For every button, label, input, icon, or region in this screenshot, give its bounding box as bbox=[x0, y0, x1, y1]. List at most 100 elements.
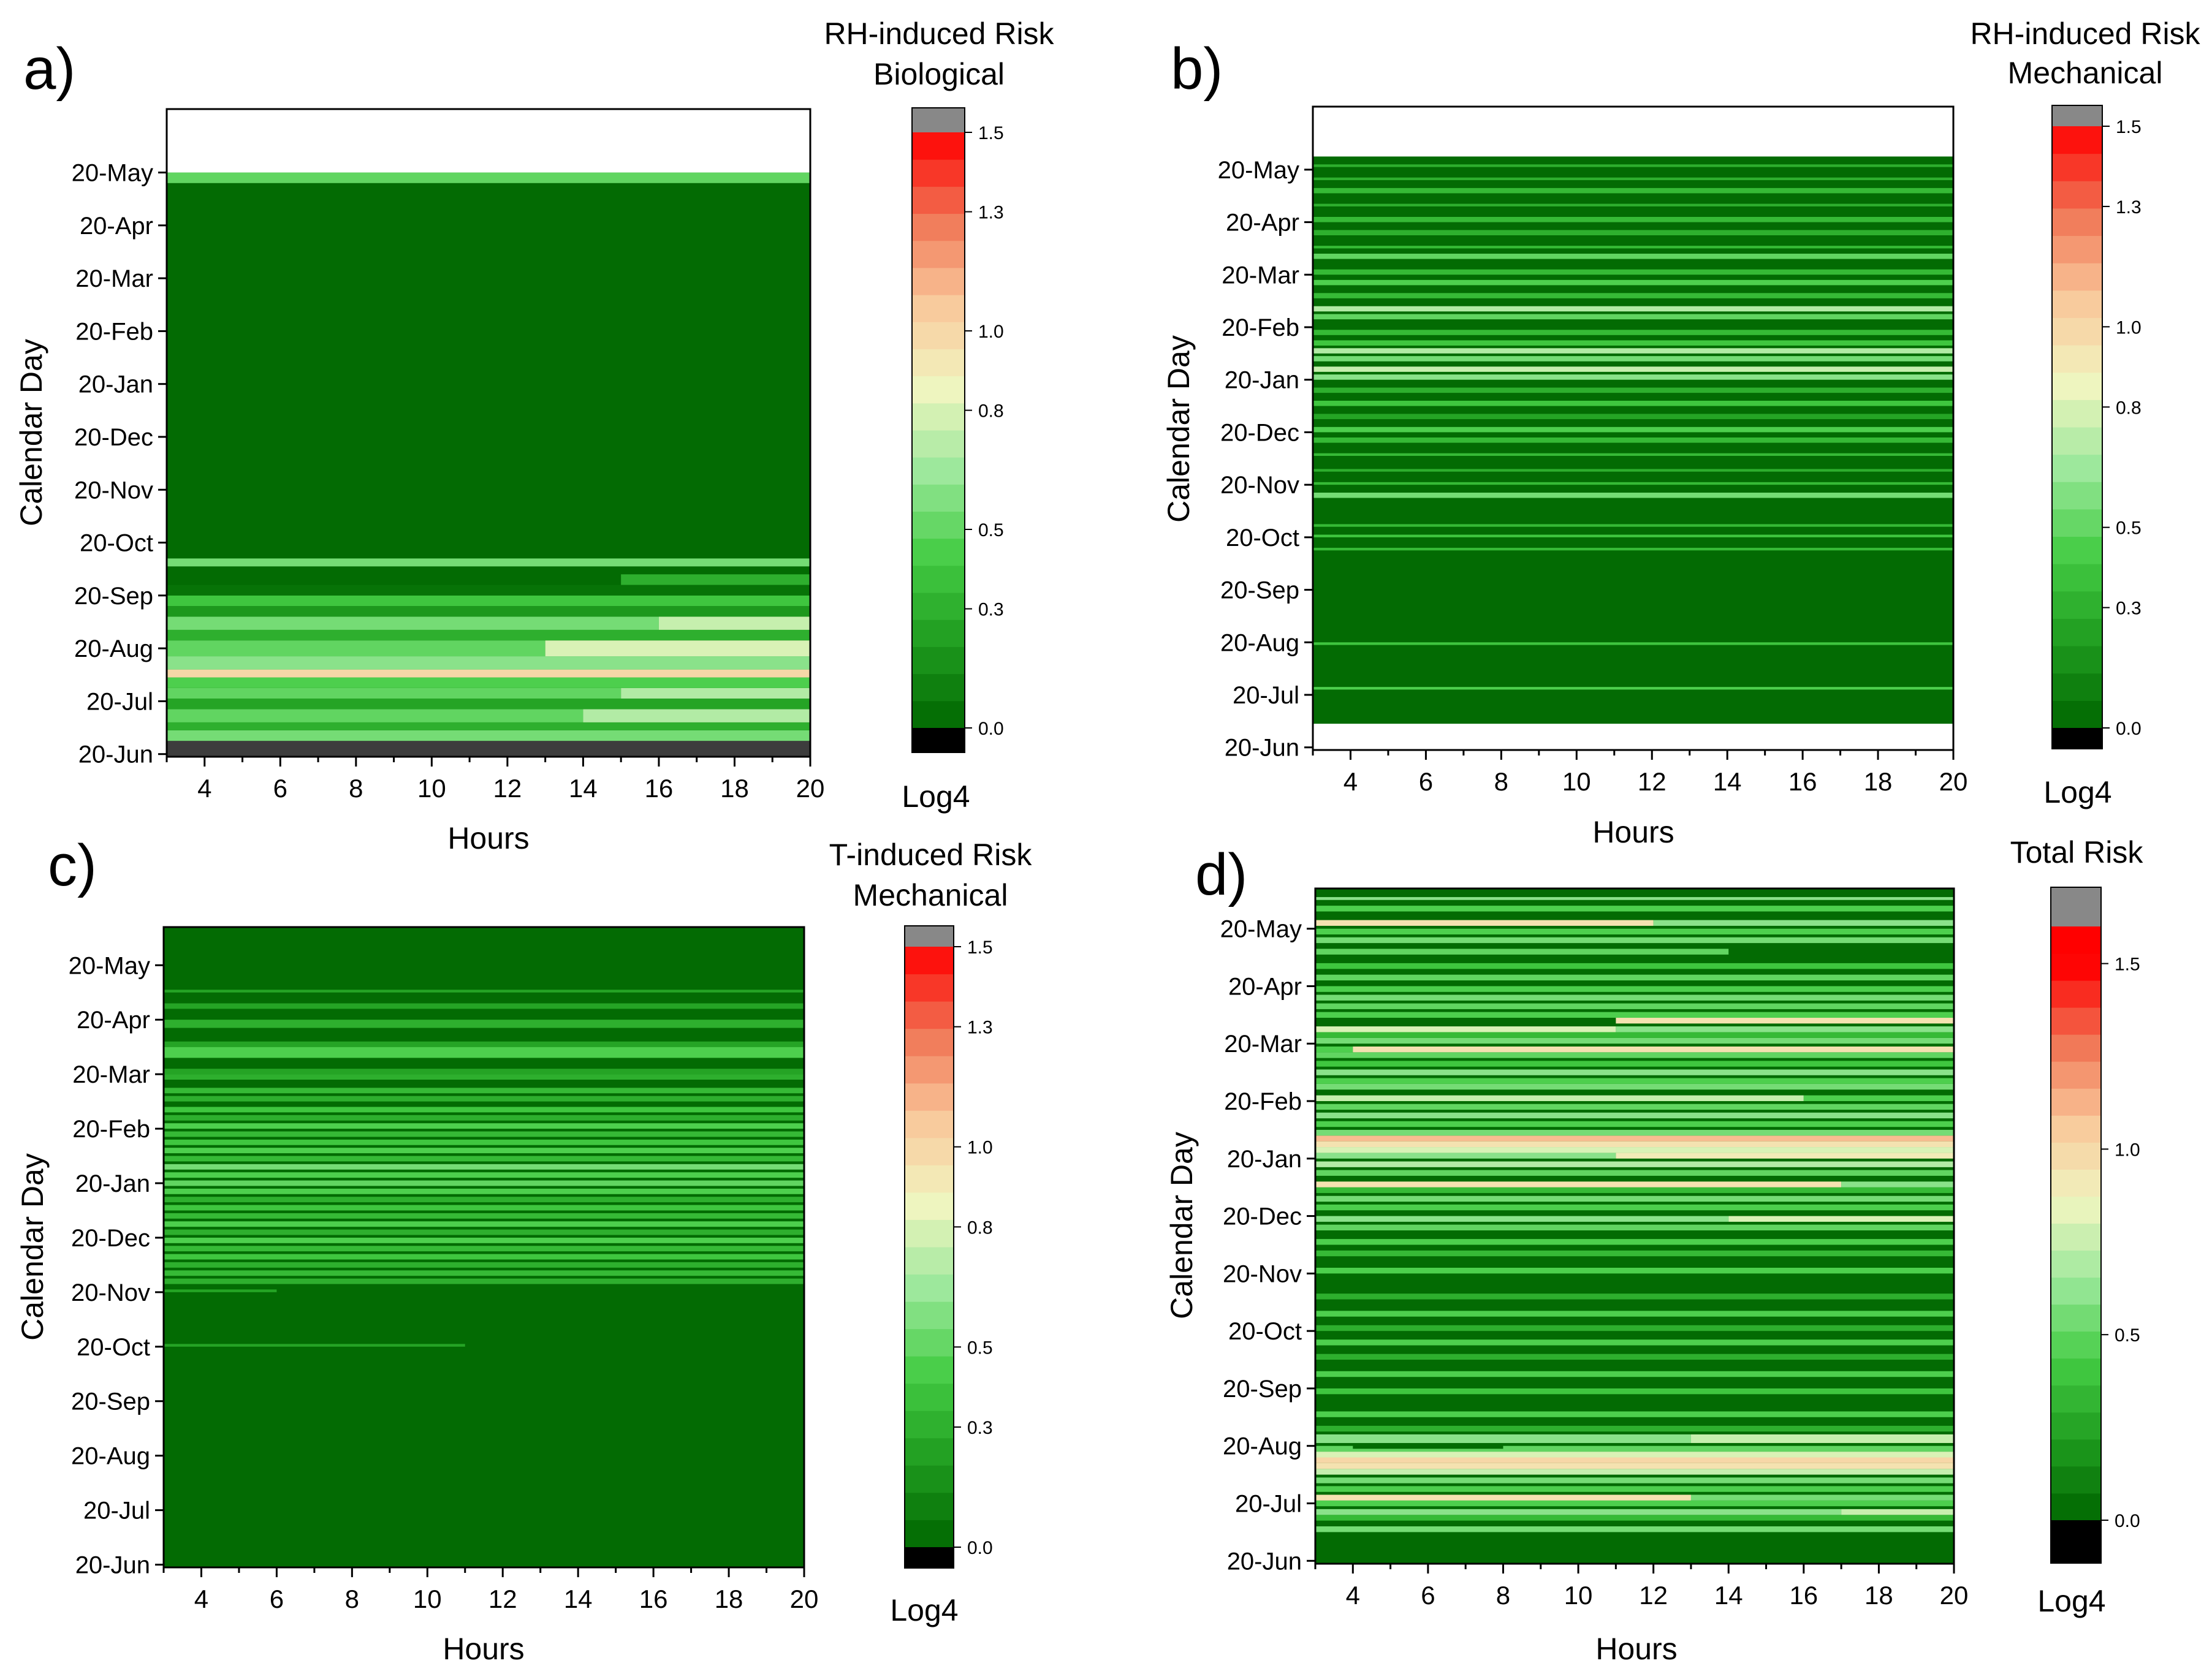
heatmap-cell bbox=[167, 687, 621, 699]
y-tick-label: 20-Sep bbox=[74, 583, 153, 610]
colorbar-swatch bbox=[912, 267, 965, 295]
heatmap-cell bbox=[1315, 1104, 1954, 1110]
x-axis: 4 6 8 10 12 14 16 18 20 bbox=[1314, 1564, 1968, 1610]
heatmap-cell bbox=[1315, 1250, 1954, 1257]
y-tick-label: 20-Jul bbox=[1233, 682, 1299, 709]
heatmap-cell bbox=[167, 730, 810, 741]
colorbar-unit-label: Log4 bbox=[2043, 775, 2111, 809]
y-tick-label: 20-Nov bbox=[71, 1279, 150, 1306]
heatmap-area bbox=[165, 108, 811, 758]
heatmap-cell bbox=[1313, 493, 1953, 498]
y-axis: 20-Jun 20-Jul 20-Aug 20-Sep 20-Oct 20-Nov 20-D… bbox=[1218, 157, 1313, 762]
colorbar-swatch bbox=[2052, 673, 2102, 701]
x-tick-label: 10 bbox=[1562, 767, 1591, 796]
y-tick-label: 20-Jun bbox=[1227, 1548, 1302, 1575]
heatmap-cell bbox=[1728, 1216, 1954, 1222]
heatmap-cell bbox=[1315, 1371, 1954, 1377]
heatmap-cell bbox=[1315, 1339, 1954, 1346]
colorbar-swatch bbox=[2052, 618, 2102, 646]
heatmap-cell bbox=[164, 1180, 804, 1186]
colorbar-swatch bbox=[2052, 591, 2102, 619]
heatmap-cell bbox=[1315, 1129, 1954, 1136]
heatmap-cell bbox=[1315, 1012, 1954, 1018]
x-tick-label: 8 bbox=[1494, 767, 1508, 796]
colorbar-swatch bbox=[905, 1219, 954, 1248]
colorbar-swatch bbox=[2052, 454, 2102, 482]
heatmap-cell bbox=[167, 629, 810, 641]
y-tick-label: 20-Jun bbox=[78, 741, 153, 768]
y-tick-label: 20-Dec bbox=[71, 1225, 150, 1252]
heatmap-cell bbox=[164, 1221, 804, 1227]
heatmap-cell bbox=[1313, 366, 1953, 372]
heatmap-cell bbox=[1313, 356, 1953, 362]
colorbar-tick-label: 0.5 bbox=[967, 1338, 993, 1358]
heatmap-cell bbox=[164, 1278, 804, 1284]
panel-a: a) RH-induced Risk Biological 20-Jun20-J… bbox=[14, 17, 1055, 855]
heatmap-cell bbox=[167, 616, 659, 630]
colorbar-unit-label: Log4 bbox=[890, 1593, 958, 1627]
panel-d: d) Total Risk 20-Jun20-Jul20-Aug20-Sep20… bbox=[1165, 835, 2143, 1666]
heatmap-cell bbox=[1313, 340, 1953, 346]
heatmap-cell bbox=[1841, 1181, 1954, 1187]
heatmap-cell bbox=[1315, 1445, 1954, 1452]
heatmap-cell bbox=[164, 1096, 804, 1102]
y-axis-title: Calendar Day bbox=[1161, 335, 1196, 523]
colorbar-title-line: RH-induced Risk bbox=[1970, 17, 2200, 51]
panel-letter: a) bbox=[23, 36, 75, 102]
heatmap-cell bbox=[1315, 1354, 1954, 1360]
colorbar-tick-label: 0.5 bbox=[2116, 518, 2142, 539]
colorbar-swatch bbox=[905, 1001, 954, 1029]
heatmap-cell bbox=[1315, 986, 1954, 992]
plot-frame bbox=[1314, 887, 1955, 1565]
y-tick-label: 20-Apr bbox=[77, 1007, 150, 1034]
heatmap-cell bbox=[1313, 293, 1953, 298]
colorbar-swatch bbox=[912, 132, 965, 160]
heatmap-cell bbox=[1313, 548, 1953, 551]
y-tick-label: 20-Jul bbox=[1235, 1491, 1302, 1518]
colorbar-swatch bbox=[2052, 482, 2102, 510]
y-tick-label: 20-Sep bbox=[1220, 577, 1299, 604]
colorbar-swatch bbox=[2052, 317, 2102, 346]
heatmap-cell bbox=[1315, 1457, 1954, 1463]
colorbar-frame bbox=[904, 925, 954, 1569]
colorbar-under-swatch bbox=[2052, 728, 2102, 749]
y-axis: 20-Jun 20-Jul 20-Aug 20-Sep 20-Oct 20-Nov 20-D… bbox=[72, 160, 167, 768]
heatmap-cell bbox=[1315, 897, 1954, 900]
colorbar-swatch bbox=[2051, 1196, 2101, 1224]
x-tick-label: 8 bbox=[345, 1585, 359, 1613]
heatmap-cell bbox=[1315, 1026, 1616, 1032]
colorbar-tick-label: 0.3 bbox=[2116, 599, 2142, 619]
colorbar-swatch bbox=[912, 593, 965, 620]
y-tick-label: 20-Jul bbox=[83, 1498, 150, 1524]
heatmap-cell bbox=[1315, 1046, 1353, 1053]
colorbar-swatch bbox=[2052, 427, 2102, 455]
colorbar-title: RH-induced Risk Mechanical bbox=[1970, 17, 2200, 90]
colorbar-swatch bbox=[905, 1137, 954, 1165]
x-tick-label: 6 bbox=[270, 1585, 284, 1613]
y-tick-label: 20-Aug bbox=[71, 1443, 150, 1470]
colorbar-swatch bbox=[912, 646, 965, 675]
colorbar-under-swatch bbox=[905, 1547, 954, 1568]
colorbar: 0.0 0.3 0.5 0.8 1.0 1.3 1.5 bbox=[2051, 105, 2142, 749]
colorbar-swatch bbox=[2051, 926, 2101, 954]
y-tick-label: 20-Mar bbox=[1224, 1031, 1302, 1058]
colorbar-swatch bbox=[2052, 235, 2102, 263]
heatmap-cell bbox=[1315, 1425, 1954, 1432]
heatmap-cell bbox=[167, 558, 810, 567]
colorbar-swatch bbox=[2052, 345, 2102, 373]
colorbar-frame bbox=[911, 107, 965, 753]
y-tick-label: 20-May bbox=[72, 160, 153, 187]
y-tick-label: 20-Jan bbox=[75, 1170, 150, 1197]
heatmap-cell bbox=[1841, 1509, 1954, 1515]
heatmap-cell bbox=[1315, 1069, 1954, 1075]
colorbar-swatch bbox=[2051, 1250, 2101, 1278]
heatmap-cell bbox=[1313, 642, 1953, 645]
colorbar-swatch bbox=[912, 159, 965, 187]
heatmap-cell bbox=[1313, 687, 1953, 690]
y-tick-label: 20-May bbox=[1220, 916, 1302, 943]
x-tick-label: 16 bbox=[645, 774, 674, 803]
heatmap-cell bbox=[167, 669, 810, 678]
colorbar-tick-label: 0.8 bbox=[978, 401, 1004, 422]
colorbar-tick-label: 1.3 bbox=[967, 1018, 993, 1038]
colorbar-swatch bbox=[912, 349, 965, 377]
